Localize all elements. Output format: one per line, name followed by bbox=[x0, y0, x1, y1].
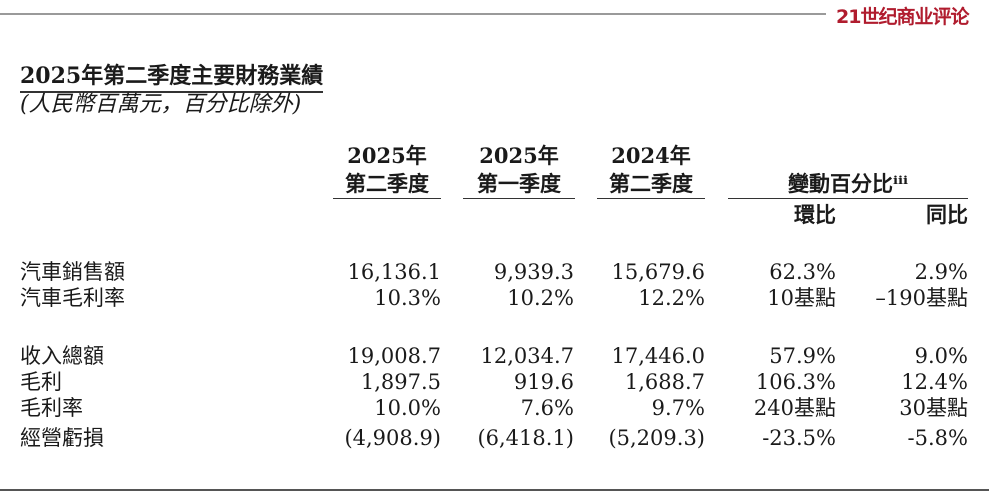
header-year: 2025年 bbox=[347, 143, 427, 168]
table-cell: 919.6 bbox=[513, 370, 574, 394]
table-cell: 240基點 bbox=[753, 396, 836, 420]
bottom-divider bbox=[0, 489, 989, 491]
table-cell: 1,688.7 bbox=[624, 370, 705, 394]
watermark-logo: 21世纪商业评论 bbox=[836, 6, 969, 28]
table-cell: (4,908.9) bbox=[344, 426, 441, 450]
table-cell: 2.9% bbox=[914, 260, 968, 284]
header-year: 2025年 bbox=[479, 143, 559, 168]
table-cell: 106.3% bbox=[755, 370, 836, 394]
row-label: 收入總額 bbox=[20, 344, 104, 368]
column-header: 2025年 第二季度 bbox=[333, 142, 441, 199]
table-cell: 30基點 bbox=[899, 396, 968, 420]
page-title: 2025年第二季度主要財務業績 bbox=[20, 58, 324, 93]
table-cell: (6,418.1) bbox=[477, 426, 574, 450]
row-label: 毛利率 bbox=[20, 396, 83, 420]
column-header: 2024年 第二季度 bbox=[597, 142, 705, 199]
table-cell: 62.3% bbox=[769, 260, 836, 284]
table-cell: 12.4% bbox=[901, 370, 968, 394]
table-cell: 16,136.1 bbox=[347, 260, 441, 284]
table-cell: 12.2% bbox=[638, 286, 705, 310]
table-cell: 17,446.0 bbox=[611, 344, 705, 368]
header-year: 2024年 bbox=[611, 143, 691, 168]
page-subtitle: (人民幣百萬元，百分比除外) bbox=[20, 92, 302, 117]
row-label: 經營虧損 bbox=[20, 426, 104, 450]
table-cell: –190基點 bbox=[875, 286, 968, 310]
table-cell: 19,008.7 bbox=[347, 344, 441, 368]
table-cell: 10.3% bbox=[374, 286, 441, 310]
table-cell: 10基點 bbox=[767, 286, 836, 310]
column-header: 2025年 第一季度 bbox=[463, 142, 575, 199]
row-label: 汽車銷售額 bbox=[20, 260, 125, 284]
table-cell: 9.7% bbox=[651, 396, 705, 420]
table-cell: 7.6% bbox=[520, 396, 574, 420]
table-cell: 10.0% bbox=[374, 396, 441, 420]
change-header-label: 變動百分比ⁱⁱⁱ bbox=[728, 170, 968, 199]
table-cell: (5,209.3) bbox=[608, 426, 705, 450]
header-quarter: 第二季度 bbox=[597, 170, 705, 199]
table-cell: 15,679.6 bbox=[611, 260, 705, 284]
table-cell: -5.8% bbox=[907, 426, 968, 450]
table-cell: 9.0% bbox=[914, 344, 968, 368]
top-divider bbox=[0, 13, 826, 15]
table-cell: 57.9% bbox=[769, 344, 836, 368]
table-cell: 12,034.7 bbox=[480, 344, 574, 368]
table-cell: 1,897.5 bbox=[360, 370, 441, 394]
qoq-header: 環比 bbox=[794, 202, 836, 227]
row-label: 毛利 bbox=[20, 370, 62, 394]
header-quarter: 第一季度 bbox=[463, 170, 575, 199]
yoy-header: 同比 bbox=[926, 202, 968, 227]
table-cell: 9,939.3 bbox=[493, 260, 574, 284]
header-quarter: 第二季度 bbox=[333, 170, 441, 199]
row-label: 汽車毛利率 bbox=[20, 286, 125, 310]
table-cell: -23.5% bbox=[762, 426, 836, 450]
table-cell: 10.2% bbox=[507, 286, 574, 310]
change-header: 變動百分比ⁱⁱⁱ bbox=[728, 170, 968, 199]
